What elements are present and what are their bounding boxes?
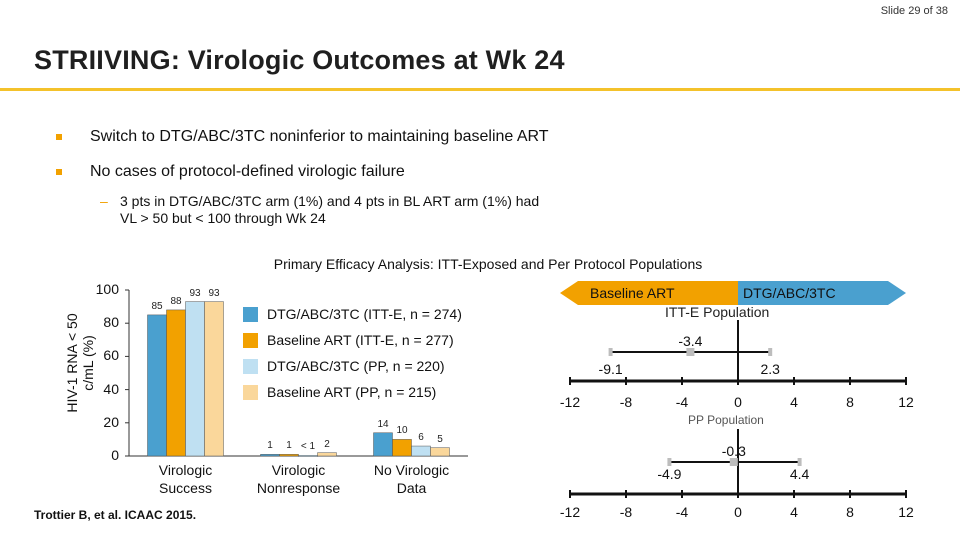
arrow-left-label: Baseline ART [590,285,675,301]
y-tick-label: 40 [103,380,119,397]
bar-value-label: 85 [151,300,163,312]
forest-tick-label: -4 [675,394,689,410]
arrow-right-label: DTG/ABC/3TC [743,285,836,301]
bar-value-label: 5 [437,433,443,445]
slide-number: Slide 29 of 38 [880,5,948,17]
estimate-label: -3.4 [678,333,703,349]
bar-value-label: 93 [189,287,201,299]
legend-label: Baseline ART (PP, n = 215) [267,384,437,400]
bar-value-label: 1 [286,440,292,452]
bullet-1-text: Switch to DTG/ABC/3TC noninferior to mai… [90,128,549,145]
category-label: Virologic Nonresponse [244,461,354,497]
forest-tick-label: 8 [846,504,854,520]
bar-value-label: 2 [324,438,330,450]
y-axis-label-line: c/mL (%) [80,335,96,391]
legend-swatch [243,385,258,400]
bar-value-label: 6 [418,432,424,444]
ci-lower-label: -9.1 [598,361,623,377]
analysis-title: Primary Efficacy Analysis: ITT-Exposed a… [273,256,703,272]
y-axis-label-line: HIV-1 RNA < 50 [64,313,80,413]
bar [147,314,167,457]
legend-swatch [243,359,258,374]
bullet-2-text: No cases of protocol-defined virologic f… [90,163,405,180]
sub-bullet-line-1: 3 pts in DTG/ABC/3TC arm (1%) and 4 pts … [120,193,540,209]
arrow-left-shape [560,281,738,305]
forest-tick-label: 4 [790,504,798,520]
bar [411,445,431,457]
title-underline [0,88,960,91]
category-label-line: Virologic [271,462,326,478]
bar-value-label: 93 [208,287,220,299]
forest-tick-label: 0 [734,504,742,520]
forest-tick-label: 12 [898,504,914,520]
y-tick-label: 100 [95,281,119,297]
category-label-line: Data [396,480,427,496]
forest-tick-label: -12 [559,504,581,520]
forest-tick-label: -8 [619,504,633,520]
category-label: No Virologic Data [357,461,467,497]
y-axis-label: HIV-1 RNA < 50 c/mL (%) [64,293,96,433]
category-label-line: Virologic [158,462,213,478]
bar [166,309,186,457]
sub-bullet-dash: – [100,193,108,209]
bar [430,447,450,457]
y-tick-label: 20 [103,413,119,430]
bar [185,301,205,457]
arrow-right-shape [738,281,906,305]
y-tick-label: 80 [103,314,119,331]
bar [298,455,318,457]
ci-upper-label: 2.3 [760,361,780,377]
forest-tick-label: 8 [846,394,854,410]
category-label-line: Success [159,480,212,496]
legend-label: Baseline ART (ITT-E, n = 277) [267,332,454,348]
bar [317,452,337,457]
population-label: ITT-E Population [665,304,770,320]
forest-tick-label: -4 [675,504,689,520]
bar-value-label: 10 [396,425,408,437]
bar-value-label: < 1 [300,441,316,453]
sub-bullet-line-2: VL > 50 but < 100 through Wk 24 [120,210,326,226]
ci-upper-label: 4.4 [789,466,810,482]
y-tick-label: 0 [111,447,119,463]
bar [204,301,224,457]
forest-tick-label: 12 [898,394,914,410]
citation: Trottier B, et al. ICAAC 2015. [34,508,197,522]
legend-swatch [243,307,258,322]
bar [260,454,280,457]
legend-label: DTG/ABC/3TC (PP, n = 220) [267,358,445,374]
point-estimate-marker [686,348,695,356]
legend-label: DTG/ABC/3TC (ITT-E, n = 274) [267,306,462,322]
category-label-line: No Virologic [373,462,450,478]
bullet-marker-icon [56,169,62,175]
estimate-label: -0.3 [721,443,746,459]
forest-tick-label: -8 [619,394,633,410]
category-label: Virologic Success [131,461,241,497]
forest-tick-label: 0 [734,394,742,410]
bullet-marker-icon [56,134,62,140]
population-label: PP Population [688,413,764,427]
forest-tick-label: 4 [790,394,798,410]
y-tick-label: 60 [103,347,119,364]
forest-tick-label: -12 [559,394,581,410]
bar-value-label: 88 [170,295,182,307]
bar [279,454,299,457]
ci-lower-label: -4.9 [657,466,682,482]
page-title: STRIIVING: Virologic Outcomes at Wk 24 [34,45,565,75]
bar-value-label: 14 [377,418,389,430]
category-label-line: Nonresponse [256,480,341,496]
bar-value-label: 1 [267,440,273,452]
point-estimate-marker [729,458,738,466]
legend-swatch [243,333,258,348]
